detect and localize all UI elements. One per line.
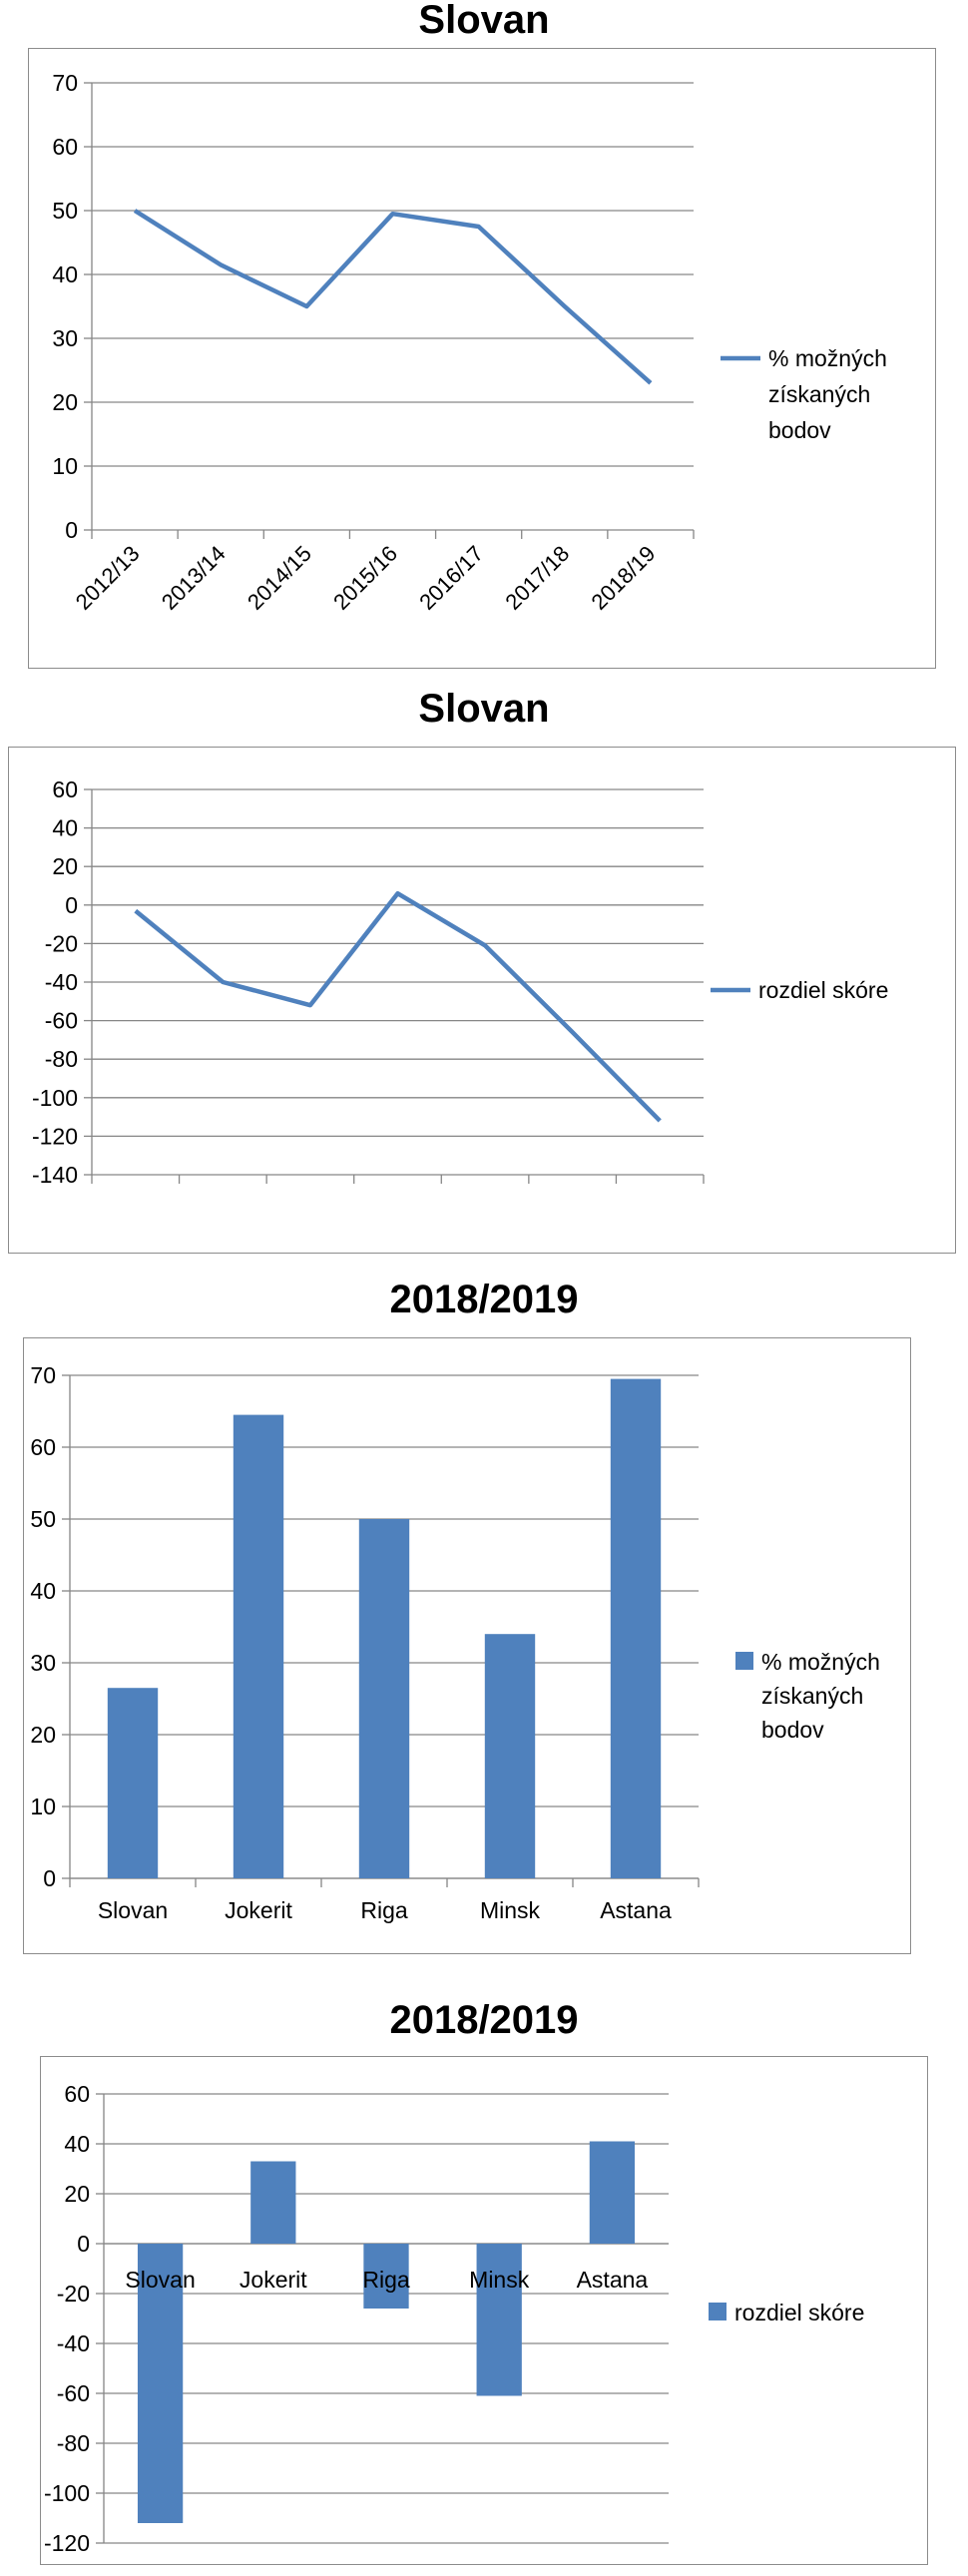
chart-1-y-tick-label: 20: [52, 389, 78, 415]
chart-4-bar: [250, 2161, 296, 2244]
chart-3-bar: [107, 1688, 159, 1878]
chart-4-y-tick-label: -20: [57, 2281, 90, 2307]
chart-4-y-tick-label: -100: [44, 2480, 90, 2506]
chart-3-bar: [358, 1519, 410, 1878]
chart-3-y-tick-label: 30: [30, 1650, 56, 1676]
chart-4-x-tick-label: Jokerit: [240, 2267, 307, 2293]
chart-3-x-tick-label: Astana: [600, 1897, 672, 1923]
chart-2-y-tick-label: -40: [45, 969, 78, 995]
chart-3-x-tick-label: Slovan: [98, 1897, 168, 1923]
chart-3-y-tick-label: 50: [30, 1506, 56, 1532]
chart-4-y-tick-label: 20: [64, 2181, 90, 2207]
chart-2-y-tick-label: -60: [45, 1008, 78, 1034]
chart-2-y-tick-label: 20: [52, 853, 78, 879]
chart-4-x-tick-label: Minsk: [469, 2267, 530, 2293]
chart-2-y-tick-label: 0: [65, 892, 78, 918]
chart-3-title: 2018/2019: [389, 1278, 579, 1321]
chart-1-frame: [28, 48, 936, 669]
chart-2-y-tick-label: -80: [45, 1046, 78, 1072]
chart-3-bar: [484, 1634, 536, 1878]
chart-3-legend-label: bodov: [761, 1717, 824, 1743]
chart-3-y-tick-label: 20: [30, 1722, 56, 1748]
chart-3-legend-label: získaných: [761, 1683, 863, 1709]
chart-1-legend-label: % možných: [768, 345, 887, 371]
chart-4-y-tick-label: -40: [57, 2330, 90, 2356]
chart-2-title: Slovan: [418, 687, 550, 731]
chart-4-title: 2018/2019: [389, 1998, 579, 2042]
chart-1-y-tick-label: 40: [52, 261, 78, 287]
chart-4-x-tick-label: Astana: [577, 2267, 649, 2293]
chart-4-legend-marker: [709, 2303, 726, 2320]
chart-4-y-tick-label: 0: [77, 2231, 90, 2257]
chart-3-y-tick-label: 60: [30, 1434, 56, 1460]
chart-2-y-tick-label: 60: [52, 776, 78, 802]
chart-1-y-tick-label: 60: [52, 134, 78, 160]
chart-1-legend-label: bodov: [768, 417, 831, 443]
chart-2-legend-label: rozdiel skóre: [758, 977, 888, 1003]
chart-4-y-tick-label: 40: [64, 2131, 90, 2157]
chart-4-bar: [363, 2244, 409, 2309]
chart-2-y-tick-label: -120: [32, 1123, 78, 1149]
chart-4-x-tick-label: Slovan: [125, 2267, 195, 2293]
chart-4-x-tick-label: Riga: [362, 2267, 410, 2293]
chart-3-x-tick-label: Minsk: [480, 1897, 541, 1923]
chart-3-y-tick-label: 0: [43, 1865, 56, 1891]
chart-3-y-tick-label: 10: [30, 1794, 56, 1819]
chart-2-frame: [8, 747, 956, 1254]
chart-4-bar: [137, 2244, 184, 2523]
chart-3-legend-label: % možných: [761, 1649, 880, 1675]
chart-4-bar: [476, 2244, 522, 2396]
chart-1-y-tick-label: 10: [52, 453, 78, 479]
chart-4-y-tick-label: -80: [57, 2430, 90, 2456]
chart-4-y-tick-label: -60: [57, 2380, 90, 2406]
chart-3-legend-marker: [735, 1652, 753, 1670]
chart-1-y-tick-label: 70: [52, 70, 78, 96]
chart-3-frame: [23, 1337, 911, 1954]
chart-1-legend-label: získaných: [768, 381, 870, 407]
chart-2-y-tick-label: -140: [32, 1162, 78, 1188]
chart-1-y-tick-label: 0: [65, 517, 78, 543]
chart-1-title: Slovan: [418, 0, 550, 42]
chart-3-bar: [610, 1378, 662, 1878]
chart-1-y-tick-label: 30: [52, 325, 78, 351]
chart-2-y-tick-label: -20: [45, 930, 78, 956]
chart-3-x-tick-label: Riga: [360, 1897, 408, 1923]
chart-4-bar: [589, 2141, 636, 2244]
chart-1-y-tick-label: 50: [52, 198, 78, 224]
chart-4-y-tick-label: 60: [64, 2081, 90, 2107]
chart-2-y-tick-label: -100: [32, 1085, 78, 1111]
chart-3-bar: [233, 1414, 284, 1878]
chart-2-y-tick-label: 40: [52, 815, 78, 841]
chart-4-y-tick-label: -120: [44, 2530, 90, 2556]
chart-3-x-tick-label: Jokerit: [225, 1897, 292, 1923]
chart-4-legend-label: rozdiel skóre: [734, 2300, 864, 2325]
chart-3-y-tick-label: 70: [30, 1362, 56, 1388]
chart-3-y-tick-label: 40: [30, 1578, 56, 1604]
